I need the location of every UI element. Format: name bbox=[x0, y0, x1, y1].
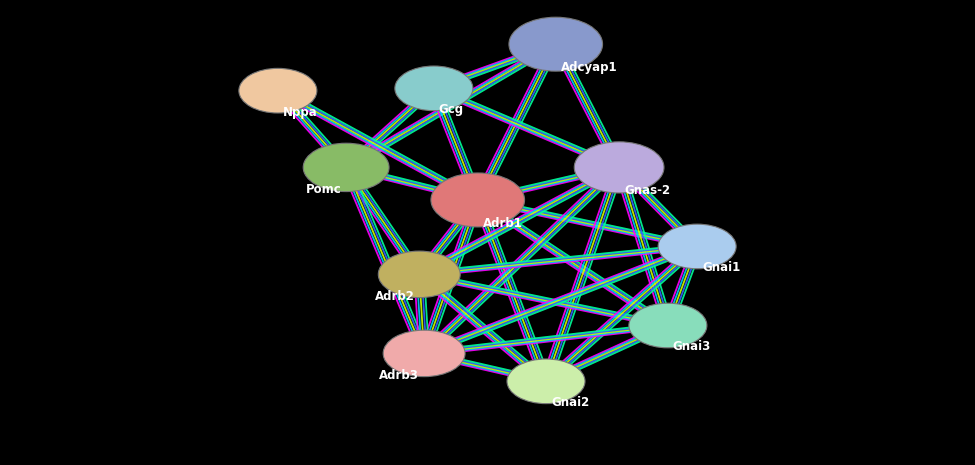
Ellipse shape bbox=[303, 143, 389, 192]
Text: Gnai2: Gnai2 bbox=[551, 396, 589, 409]
Text: Adrb3: Adrb3 bbox=[379, 369, 419, 382]
Ellipse shape bbox=[378, 251, 460, 298]
Ellipse shape bbox=[383, 330, 465, 377]
Ellipse shape bbox=[239, 68, 317, 113]
Text: Gnai3: Gnai3 bbox=[673, 340, 711, 353]
Text: Gnai1: Gnai1 bbox=[702, 261, 740, 274]
Text: Gcg: Gcg bbox=[439, 103, 464, 116]
Ellipse shape bbox=[395, 66, 473, 111]
Ellipse shape bbox=[509, 17, 603, 71]
Text: Adrb1: Adrb1 bbox=[483, 217, 523, 230]
Ellipse shape bbox=[507, 359, 585, 404]
Text: Nppa: Nppa bbox=[283, 106, 318, 119]
Ellipse shape bbox=[574, 142, 664, 193]
Ellipse shape bbox=[658, 224, 736, 269]
Ellipse shape bbox=[629, 303, 707, 348]
Text: Pomc: Pomc bbox=[305, 183, 341, 196]
Text: Adcyap1: Adcyap1 bbox=[561, 61, 617, 74]
Ellipse shape bbox=[431, 173, 525, 227]
Text: Adrb2: Adrb2 bbox=[374, 290, 414, 303]
Text: Gnas-2: Gnas-2 bbox=[624, 184, 670, 197]
